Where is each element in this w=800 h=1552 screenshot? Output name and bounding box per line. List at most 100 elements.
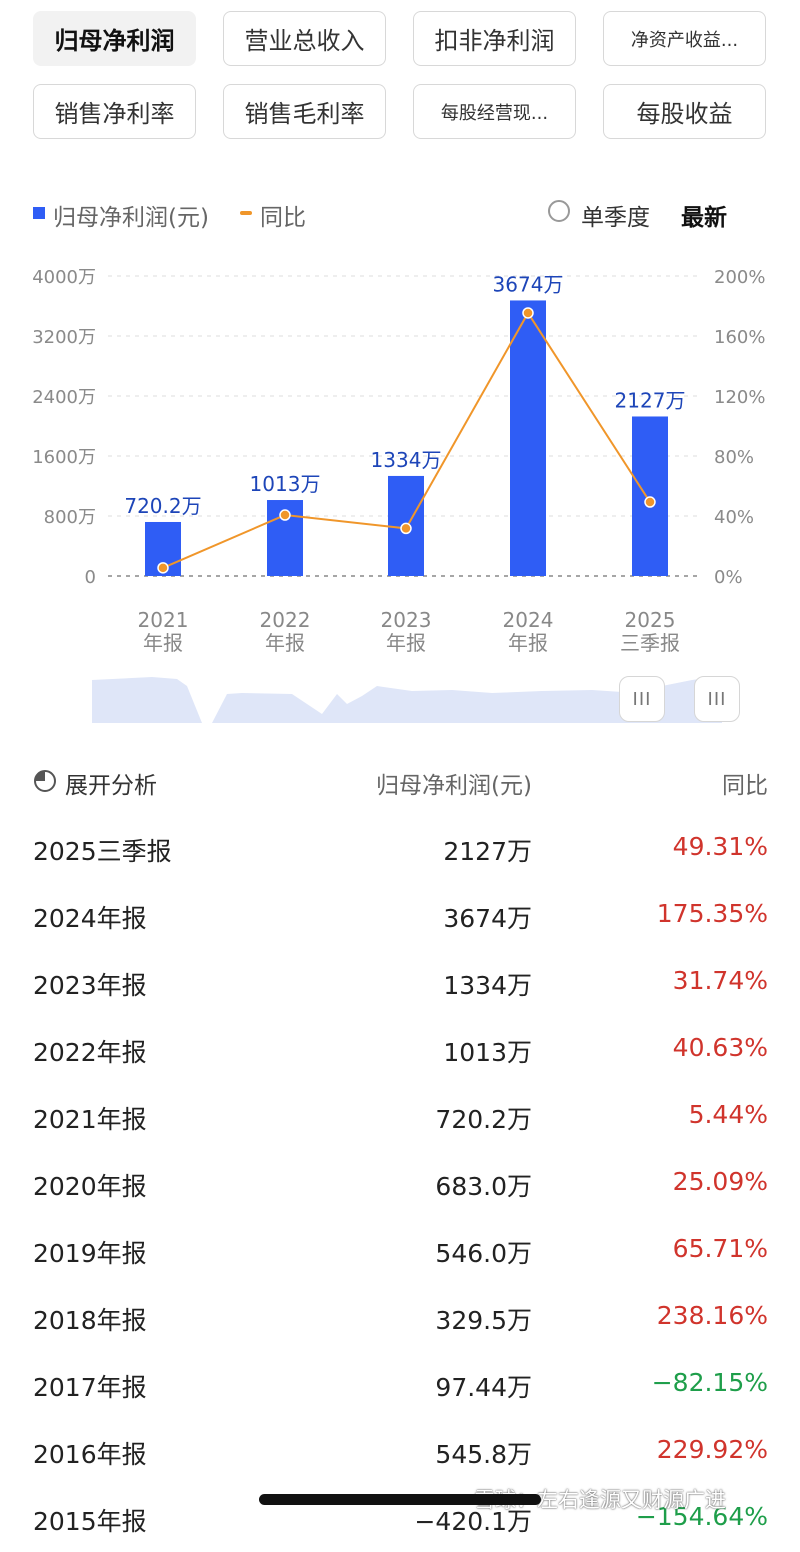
x-axis-period: 年报 <box>508 631 548 655</box>
row-period: 2017年报 <box>33 1373 147 1402</box>
line-legend-label[interactable]: 同比 <box>260 205 306 231</box>
bar-value-label: 3674万 <box>493 272 564 296</box>
row-period: 2023年报 <box>33 971 147 1000</box>
row-value: 546.0万 <box>435 1239 532 1268</box>
right-axis-tick: 200% <box>714 267 765 288</box>
pie-chart-icon[interactable] <box>33 769 57 793</box>
table-row[interactable]: 2020年报 683.0万 25.09% <box>33 1150 768 1217</box>
table-row[interactable]: 2019年报 546.0万 65.71% <box>33 1217 768 1284</box>
row-value: 1334万 <box>443 971 532 1000</box>
row-period: 2016年报 <box>33 1440 147 1469</box>
bar <box>510 300 546 576</box>
metric-tab[interactable]: 净资产收益... <box>603 11 766 66</box>
yoy-point <box>400 522 412 535</box>
bar-value-label: 2127万 <box>615 388 686 412</box>
x-axis-period: 年报 <box>265 631 305 655</box>
bar-legend-label[interactable]: 归母净利润(元) <box>53 205 209 231</box>
table-header: 展开分析 归母净利润(元) 同比 <box>33 764 768 800</box>
chart-legend: 归母净利润(元) 同比 单季度 最新 <box>33 196 768 231</box>
left-axis-tick: 2400万 <box>32 387 96 408</box>
metric-tab[interactable]: 每股收益 <box>603 84 766 139</box>
table-row[interactable]: 2016年报 545.8万 229.92% <box>33 1418 768 1485</box>
home-indicator[interactable] <box>259 1494 541 1505</box>
value-column-header: 归母净利润(元) <box>376 773 532 799</box>
x-axis-period: 年报 <box>386 631 426 655</box>
x-axis-year: 2023 <box>381 608 432 632</box>
bar-value-label: 720.2万 <box>124 494 201 518</box>
row-value: 3674万 <box>443 904 532 933</box>
table-row[interactable]: 2025三季报 2127万 49.31% <box>33 815 768 882</box>
table-row[interactable]: 2024年报 3674万 175.35% <box>33 882 768 949</box>
table-row[interactable]: 2021年报 720.2万 5.44% <box>33 1083 768 1150</box>
row-value: 545.8万 <box>435 1440 532 1469</box>
range-handle-left[interactable]: III <box>619 676 665 722</box>
row-period: 2025三季报 <box>33 837 172 866</box>
x-axis-year: 2021 <box>138 608 189 632</box>
row-yoy: 175.35% <box>656 899 768 928</box>
right-axis-tick: 40% <box>714 507 754 528</box>
bar <box>632 416 668 576</box>
right-axis-tick: 160% <box>714 327 765 348</box>
yoy-point <box>157 562 169 574</box>
row-value: 1013万 <box>443 1038 532 1067</box>
yoy-point <box>522 307 534 319</box>
left-axis-tick: 800万 <box>44 507 96 528</box>
x-axis-period: 年报 <box>143 631 183 655</box>
row-value: 683.0万 <box>435 1172 532 1201</box>
row-period: 2020年报 <box>33 1172 147 1201</box>
latest-toggle[interactable]: 最新 <box>681 205 727 231</box>
left-axis-tick: 1600万 <box>32 447 96 468</box>
row-yoy: −82.15% <box>651 1368 768 1397</box>
table-row[interactable]: 2023年报 1334万 31.74% <box>33 949 768 1016</box>
metric-tab[interactable]: 每股经营现... <box>413 84 576 139</box>
bar-legend-swatch <box>33 207 45 219</box>
row-yoy: 229.92% <box>656 1435 768 1464</box>
range-slider[interactable]: III III <box>92 676 740 723</box>
metric-tab[interactable]: 营业总收入 <box>223 11 386 66</box>
right-axis-tick: 0% <box>714 567 743 588</box>
right-axis-tick: 120% <box>714 387 765 408</box>
bar-value-label: 1334万 <box>371 448 442 472</box>
table-row[interactable]: 2017年报 97.44万 −82.15% <box>33 1351 768 1418</box>
x-axis-period: 三季报 <box>620 631 680 655</box>
row-value: 329.5万 <box>435 1306 532 1335</box>
row-period: 2019年报 <box>33 1239 147 1268</box>
row-value: 720.2万 <box>435 1105 532 1134</box>
row-yoy: 49.31% <box>672 832 768 861</box>
left-axis-tick: 4000万 <box>32 267 96 288</box>
row-period: 2018年报 <box>33 1306 147 1335</box>
metric-tab[interactable]: 销售毛利率 <box>223 84 386 139</box>
bar-value-label: 1013万 <box>250 472 321 496</box>
yoy-point <box>644 496 656 508</box>
row-value: 97.44万 <box>435 1373 532 1402</box>
expand-analysis-link[interactable]: 展开分析 <box>65 773 157 799</box>
row-yoy: 40.63% <box>672 1033 768 1062</box>
table-row[interactable]: 2022年报 1013万 40.63% <box>33 1016 768 1083</box>
single-quarter-radio[interactable] <box>548 200 570 222</box>
left-axis-tick: 0 <box>85 567 96 588</box>
range-overview <box>92 676 722 723</box>
profit-chart: 0 0% 800万 40% 1600万 80% 2400万 120% 3200万 160% 4000… <box>32 267 765 655</box>
row-period: 2024年报 <box>33 904 147 933</box>
row-value: 2127万 <box>443 837 532 866</box>
yoy-column-header: 同比 <box>722 773 768 799</box>
row-period: 2021年报 <box>33 1105 147 1134</box>
range-handle-right[interactable]: III <box>694 676 740 722</box>
right-axis-tick: 80% <box>714 447 754 468</box>
row-yoy: 31.74% <box>672 966 768 995</box>
row-yoy: 65.71% <box>672 1234 768 1263</box>
metric-tab[interactable]: 销售净利率 <box>33 84 196 139</box>
yoy-point <box>279 509 291 521</box>
single-quarter-label[interactable]: 单季度 <box>581 205 650 231</box>
x-axis-year: 2022 <box>260 608 311 632</box>
row-period: 2022年报 <box>33 1038 147 1067</box>
metric-tab[interactable]: 扣非净利润 <box>413 11 576 66</box>
table-row[interactable]: 2018年报 329.5万 238.16% <box>33 1284 768 1351</box>
row-yoy: 238.16% <box>656 1301 768 1330</box>
row-yoy: 25.09% <box>672 1167 768 1196</box>
line-legend-swatch <box>240 211 252 215</box>
row-yoy: 5.44% <box>688 1100 768 1129</box>
x-axis-year: 2025 <box>625 608 676 632</box>
row-period: 2015年报 <box>33 1507 147 1536</box>
metric-tab[interactable]: 归母净利润 <box>33 11 196 66</box>
